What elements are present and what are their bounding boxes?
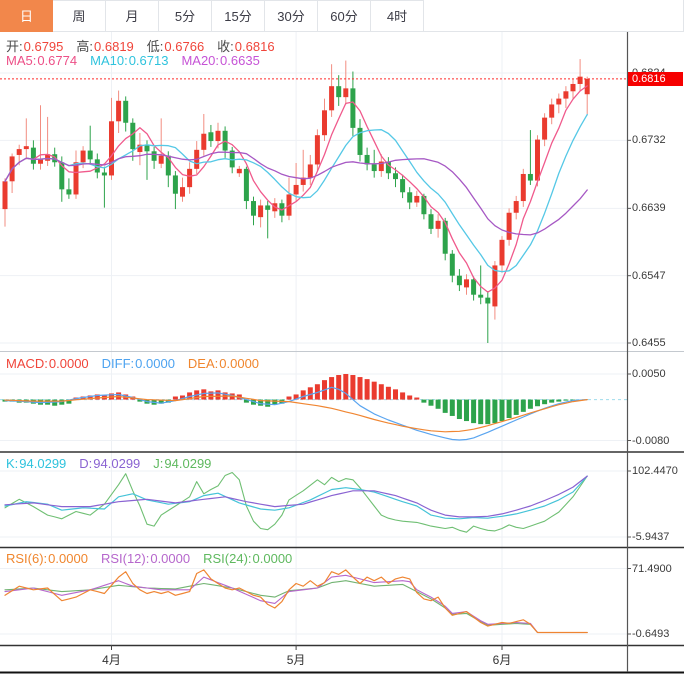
ma-row-label-1: MA10: xyxy=(90,53,128,68)
kdj-row-label-2: J: xyxy=(153,456,164,471)
ohlc-row-value-2: 0.6766 xyxy=(164,39,205,54)
ohlc-row-label-2: 低: xyxy=(146,39,164,54)
ma-row-value-0: 0.6774 xyxy=(37,53,78,68)
last-price-badge: 0.6816 xyxy=(628,72,683,86)
kdj-axis-min: -5.9437 xyxy=(632,531,670,543)
ma-lines xyxy=(4,85,588,293)
timeframe-tabbar: 日周月 5分 15分 30分 60分 4时 xyxy=(0,0,684,32)
timeframe-tab-5[interactable]: 15分 xyxy=(212,0,265,32)
frame xyxy=(0,32,684,674)
main-axis-label-1: 0.6732 xyxy=(632,134,666,147)
timeframe-tab-1[interactable]: 日 xyxy=(0,0,53,32)
timeframe-tab-4[interactable]: 5分 xyxy=(159,0,212,32)
macd-row-label-0: MACD: xyxy=(6,356,48,371)
kdj-panel xyxy=(4,471,588,533)
ohlc-row-value-1: 0.6819 xyxy=(94,39,134,54)
kdj-row-value-0: 94.0299 xyxy=(19,456,67,471)
macd-axis-min: -0.0080 xyxy=(632,434,670,447)
timeframe-tab-3[interactable]: 月 xyxy=(106,0,159,32)
ma-row-label-2: MA20: xyxy=(181,53,220,68)
kdj-row-value-2: 94.0299 xyxy=(164,456,212,471)
ohlc-row-value-3: 0.6816 xyxy=(234,39,275,54)
macd-info-row: MACD:0.0000 DIFF:0.0000 DEA:0.0000 xyxy=(6,356,272,371)
ma-row-value-1: 0.6713 xyxy=(128,53,169,68)
rsi-axis-max: 71.4900 xyxy=(632,562,672,575)
main-axis-label-4: 0.6455 xyxy=(632,337,666,349)
ohlc-info-row: 开:0.6795 高:0.6819 低:0.6766 收:0.6816 xyxy=(6,36,288,55)
rsi-info-row: RSI(6):0.0000 RSI(12):0.0000 RSI(24):0.000… xyxy=(6,551,305,566)
ohlc-row-label-0: 开: xyxy=(6,39,23,54)
macd-row-label-2: DEA: xyxy=(187,356,219,371)
kdj-info-row: K:94.0299 D:94.0299 J:94.0299 xyxy=(6,456,224,471)
macd-row-value-0: 0.0000 xyxy=(48,356,89,371)
timeframe-tab-7[interactable]: 60分 xyxy=(318,0,371,32)
timeframe-tab-2[interactable]: 周 xyxy=(53,0,106,32)
candles-layer xyxy=(2,59,590,343)
main-axis-label-2: 0.6639 xyxy=(632,202,666,215)
ma-info-row: MA5:0.6774 MA10:0.6713 MA20:0.6635 xyxy=(6,53,273,68)
rsi-row-label-0: RSI(6): xyxy=(6,551,48,566)
ohlc-row-label-3: 收: xyxy=(217,39,234,54)
ma-row-label-0: MA5: xyxy=(6,53,37,68)
month-label-2: 5月 xyxy=(286,653,306,667)
month-label-3: 6月 xyxy=(492,653,512,667)
kdj-row-label-1: D: xyxy=(79,456,93,471)
ohlc-row-value-0: 0.6795 xyxy=(23,39,64,54)
macd-row-value-1: 0.0000 xyxy=(135,356,175,371)
macd-row-label-1: DIFF: xyxy=(101,356,135,371)
rsi-row-value-0: 0.0000 xyxy=(48,551,88,566)
rsi-panel xyxy=(4,569,588,634)
main-axis-label-3: 0.6547 xyxy=(632,269,666,282)
ohlc-row-label-1: 高: xyxy=(76,39,94,54)
timeframe-tab-6[interactable]: 30分 xyxy=(265,0,318,32)
kdj-row-label-0: K: xyxy=(6,456,19,471)
ma-row-value-2: 0.6635 xyxy=(220,53,260,68)
rsi-row-value-1: 0.0000 xyxy=(150,551,191,566)
rsi-row-value-2: 0.0000 xyxy=(252,551,293,566)
macd-axis-max: 0.0050 xyxy=(632,368,666,380)
rsi-row-label-1: RSI(12): xyxy=(100,551,150,566)
timeframe-tab-8[interactable]: 4时 xyxy=(371,0,424,32)
macd-panel xyxy=(0,374,627,441)
macd-row-value-2: 0.0000 xyxy=(219,356,260,371)
rsi-row-label-2: RSI(24): xyxy=(203,551,252,566)
kdj-row-value-1: 94.0299 xyxy=(93,456,141,471)
kdj-axis-max: 102.4470 xyxy=(632,465,678,477)
month-label-1: 4月 xyxy=(102,653,121,667)
rsi-axis-min: -0.6493 xyxy=(632,628,670,640)
